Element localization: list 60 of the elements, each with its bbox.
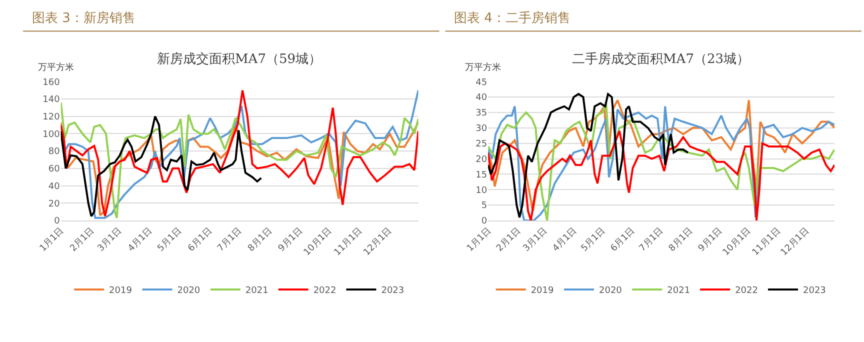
chart-subtitle: 新房成交面积MA7（59城）	[157, 51, 322, 67]
legend-label: 2022	[735, 286, 758, 296]
legend-label: 2023	[802, 286, 826, 296]
x-tick-label: 2月1日	[68, 226, 97, 254]
x-tick-label: 7月1日	[638, 226, 666, 254]
chart-subtitle: 二手房成交面积MA7（23城）	[572, 51, 750, 67]
x-tick-label: 11月1日	[332, 226, 365, 258]
x-tick-label: 12月1日	[362, 226, 394, 258]
legend-label: 2022	[313, 286, 336, 296]
x-tick-label: 4月1日	[551, 226, 580, 254]
y-tick-label: 20	[48, 199, 60, 210]
y-tick-label: 15	[476, 170, 488, 180]
y-tick-label: 0	[481, 216, 488, 227]
x-tick-label: 1月1日	[38, 226, 66, 254]
x-tick-label: 10月1日	[302, 226, 334, 258]
x-tick-label: 8月1日	[246, 226, 274, 254]
y-tick-label: 40	[476, 93, 488, 104]
y-tick-label: 40	[48, 182, 60, 192]
x-tick-label: 5月1日	[580, 226, 608, 254]
y-tick-label: 45	[476, 78, 488, 88]
line-series	[488, 93, 689, 218]
legend-label: 2021	[667, 286, 690, 296]
chart-title: 图表 3：新房销售	[32, 10, 136, 26]
y-tick-label: 140	[42, 95, 60, 106]
x-tick-label: 6月1日	[186, 226, 214, 254]
x-tick-label: 3月1日	[522, 226, 550, 254]
y-tick-label: 60	[48, 164, 60, 175]
y-tick-label: 35	[476, 108, 488, 119]
x-tick-label: 9月1日	[276, 226, 305, 254]
y-tick-label: 160	[42, 78, 60, 88]
line-series	[60, 115, 262, 218]
y-axis-title: 万平方米	[38, 62, 74, 73]
x-tick-label: 8月1日	[667, 226, 696, 254]
y-tick-label: 100	[42, 130, 60, 140]
x-tick-label: 10月1日	[721, 226, 754, 258]
chart-title: 图表 4：二手房销售	[454, 10, 570, 26]
x-tick-label: 7月1日	[216, 226, 244, 254]
legend-label: 2020	[598, 286, 622, 296]
x-tick-label: 12月1日	[779, 226, 812, 258]
legend-label: 2021	[245, 286, 268, 296]
x-tick-label: 5月1日	[156, 226, 184, 254]
x-tick-label: 6月1日	[609, 226, 638, 254]
y-tick-label: 20	[476, 154, 488, 165]
legend-label: 2023	[381, 286, 404, 296]
x-tick-label: 1月1日	[465, 226, 494, 254]
x-tick-label: 3月1日	[96, 226, 124, 254]
y-tick-label: 0	[54, 216, 60, 227]
line-series	[488, 130, 835, 220]
legend-label: 2019	[530, 286, 554, 296]
y-tick-label: 30	[476, 124, 488, 134]
y-tick-label: 120	[42, 112, 60, 123]
y-tick-label: 80	[48, 147, 60, 158]
y-axis-title: 万平方米	[465, 62, 501, 73]
y-tick-label: 10	[476, 186, 488, 196]
legend-label: 2019	[109, 286, 132, 296]
y-tick-label: 5	[481, 201, 488, 212]
x-tick-label: 4月1日	[126, 226, 155, 254]
y-tick-label: 25	[476, 140, 488, 150]
x-tick-label: 2月1日	[494, 226, 523, 254]
legend-label: 2020	[177, 286, 200, 296]
